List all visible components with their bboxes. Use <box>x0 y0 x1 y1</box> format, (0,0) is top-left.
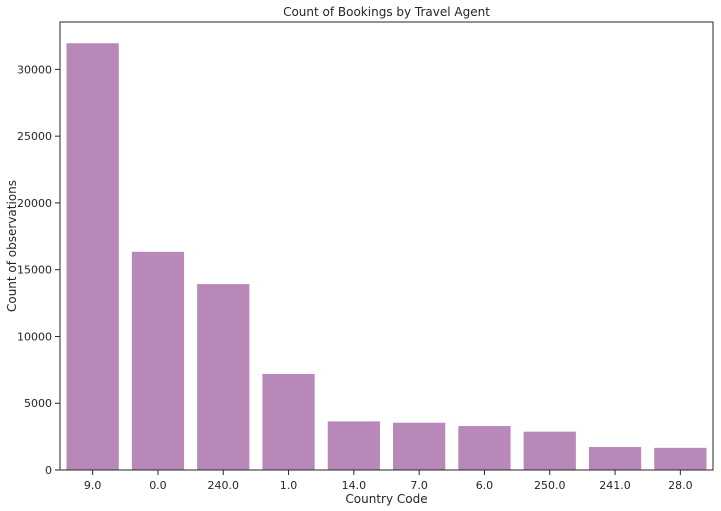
chart-title: Count of Bookings by Travel Agent <box>283 5 490 19</box>
x-tick-label: 9.0 <box>84 479 102 492</box>
bar-250.0 <box>523 431 576 470</box>
bar-14.0 <box>327 421 380 470</box>
y-tick-label: 0 <box>45 464 52 477</box>
x-tick-label: 0.0 <box>149 479 167 492</box>
x-tick-label: 240.0 <box>208 479 240 492</box>
x-tick-label: 250.0 <box>534 479 566 492</box>
y-tick-label: 15000 <box>17 264 52 277</box>
bar-240.0 <box>197 284 250 470</box>
bars-group <box>66 43 707 470</box>
bar-28.0 <box>654 447 707 470</box>
x-tick-label: 14.0 <box>342 479 367 492</box>
x-axis-ticks: 9.0 0.0 240.0 1.0 14.0 7.0 6.0 250.0 241.0 28.0 <box>84 470 693 492</box>
x-tick-label: 6.0 <box>476 479 494 492</box>
y-axis-label: Count of observations <box>5 180 19 312</box>
y-tick-label: 10000 <box>17 330 52 343</box>
bar-7.0 <box>393 422 446 470</box>
bar-6.0 <box>458 426 511 470</box>
y-tick-label: 25000 <box>17 130 52 143</box>
x-tick-label: 241.0 <box>599 479 631 492</box>
x-axis-label: Country Code <box>345 492 427 506</box>
y-tick-label: 5000 <box>24 397 52 410</box>
y-axis-ticks: 0 5000 10000 15000 20000 25000 30000 <box>17 63 60 477</box>
y-tick-label: 30000 <box>17 63 52 76</box>
bar-241.0 <box>588 447 642 470</box>
bar-1.0 <box>262 373 315 470</box>
x-tick-label: 28.0 <box>668 479 693 492</box>
y-tick-label: 20000 <box>17 197 52 210</box>
x-tick-label: 7.0 <box>410 479 428 492</box>
plot-frame <box>59 21 714 471</box>
bar-9.0 <box>66 43 119 470</box>
x-tick-label: 1.0 <box>280 479 298 492</box>
bar-0.0 <box>131 251 185 470</box>
